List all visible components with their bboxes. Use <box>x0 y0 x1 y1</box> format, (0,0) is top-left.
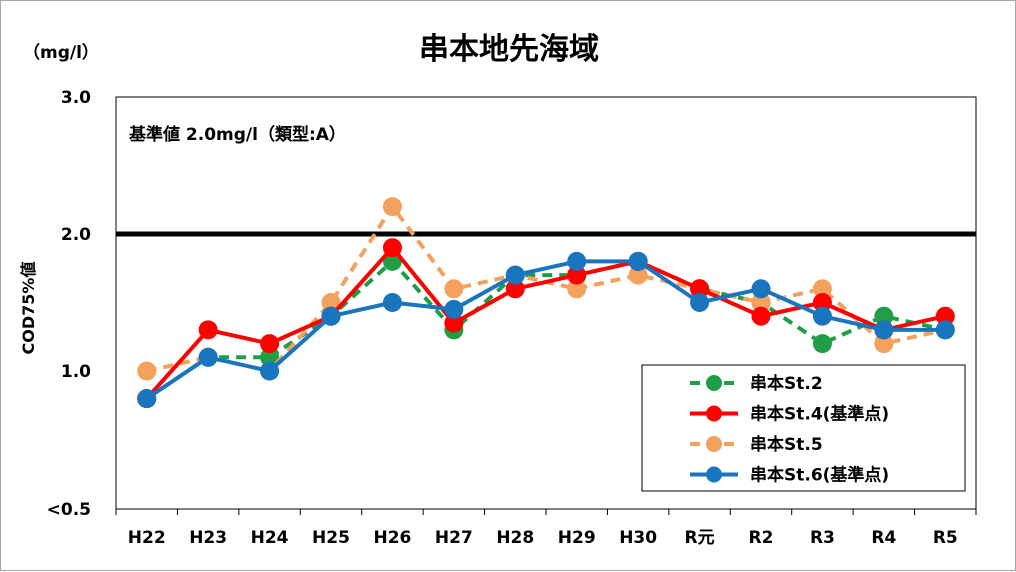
data-point <box>137 389 157 409</box>
data-point <box>874 306 894 326</box>
legend-label: 串本St.5 <box>750 434 823 455</box>
x-tick-label: H30 <box>619 528 657 548</box>
data-point <box>935 306 955 326</box>
data-point <box>505 279 525 299</box>
data-point <box>137 361 157 381</box>
legend-swatch-marker <box>706 436 722 452</box>
x-tick-label: H26 <box>373 528 411 548</box>
x-tick-label: R4 <box>871 528 896 548</box>
legend-label: 串本St.2 <box>750 373 823 394</box>
legend-label: 串本St.4(基準点) <box>750 404 889 425</box>
data-point <box>321 306 341 326</box>
reference-annotation: 基準値 2.0mg/l（類型:A） <box>128 124 346 145</box>
data-point <box>567 265 587 285</box>
x-tick-label: R5 <box>933 528 958 548</box>
y-tick-label: 3.0 <box>61 88 91 108</box>
data-point <box>812 306 832 326</box>
x-tick-label: H27 <box>435 528 473 548</box>
data-point <box>628 251 648 271</box>
x-tick-label: R元 <box>685 528 715 548</box>
data-point <box>198 320 218 340</box>
y-tick-label: <0.5 <box>47 500 91 520</box>
data-point <box>812 279 832 299</box>
x-tick-label: H23 <box>189 528 227 548</box>
data-point <box>567 251 587 271</box>
data-point <box>874 320 894 340</box>
x-tick-label: H22 <box>128 528 166 548</box>
x-tick-label: H29 <box>558 528 596 548</box>
chart-title: 串本地先海域 <box>419 32 599 67</box>
data-point <box>628 265 648 285</box>
data-point <box>751 306 771 326</box>
legend-box <box>641 364 966 492</box>
data-point <box>751 279 771 299</box>
data-point <box>690 279 710 299</box>
series-line <box>145 259 946 401</box>
data-point <box>690 293 710 312</box>
data-point <box>382 197 402 217</box>
data-point <box>321 293 341 312</box>
data-point <box>198 347 218 367</box>
legend-swatch-marker <box>706 466 722 483</box>
y-unit-label: （mg/l） <box>23 42 99 63</box>
data-point <box>567 279 587 299</box>
data-point <box>935 320 955 340</box>
series-line <box>145 245 946 400</box>
data-point <box>260 361 280 381</box>
data-point <box>260 347 280 367</box>
data-point <box>505 265 525 285</box>
x-tick-label: H28 <box>496 528 534 548</box>
y-tick-label: 2.0 <box>61 225 91 245</box>
data-point <box>260 334 280 354</box>
legend-swatch-marker <box>706 405 722 422</box>
data-point <box>444 299 464 319</box>
data-point <box>751 293 771 312</box>
x-tick-label: R2 <box>749 528 774 548</box>
y-axis-label: COD75%値 <box>19 262 38 355</box>
legend-swatch-marker <box>706 375 722 391</box>
data-point <box>812 334 832 354</box>
y-tick-label: 1.0 <box>61 362 91 382</box>
data-point <box>382 238 402 258</box>
data-point <box>444 279 464 299</box>
data-point <box>812 293 832 312</box>
x-tick-label: H25 <box>312 528 350 548</box>
legend-label: 串本St.6(基準点) <box>750 465 889 486</box>
x-tick-label: H24 <box>251 528 289 548</box>
data-point <box>382 293 402 312</box>
data-point <box>874 334 894 354</box>
x-tick-label: R3 <box>810 528 835 548</box>
series-line <box>145 259 946 401</box>
data-point <box>444 313 464 333</box>
